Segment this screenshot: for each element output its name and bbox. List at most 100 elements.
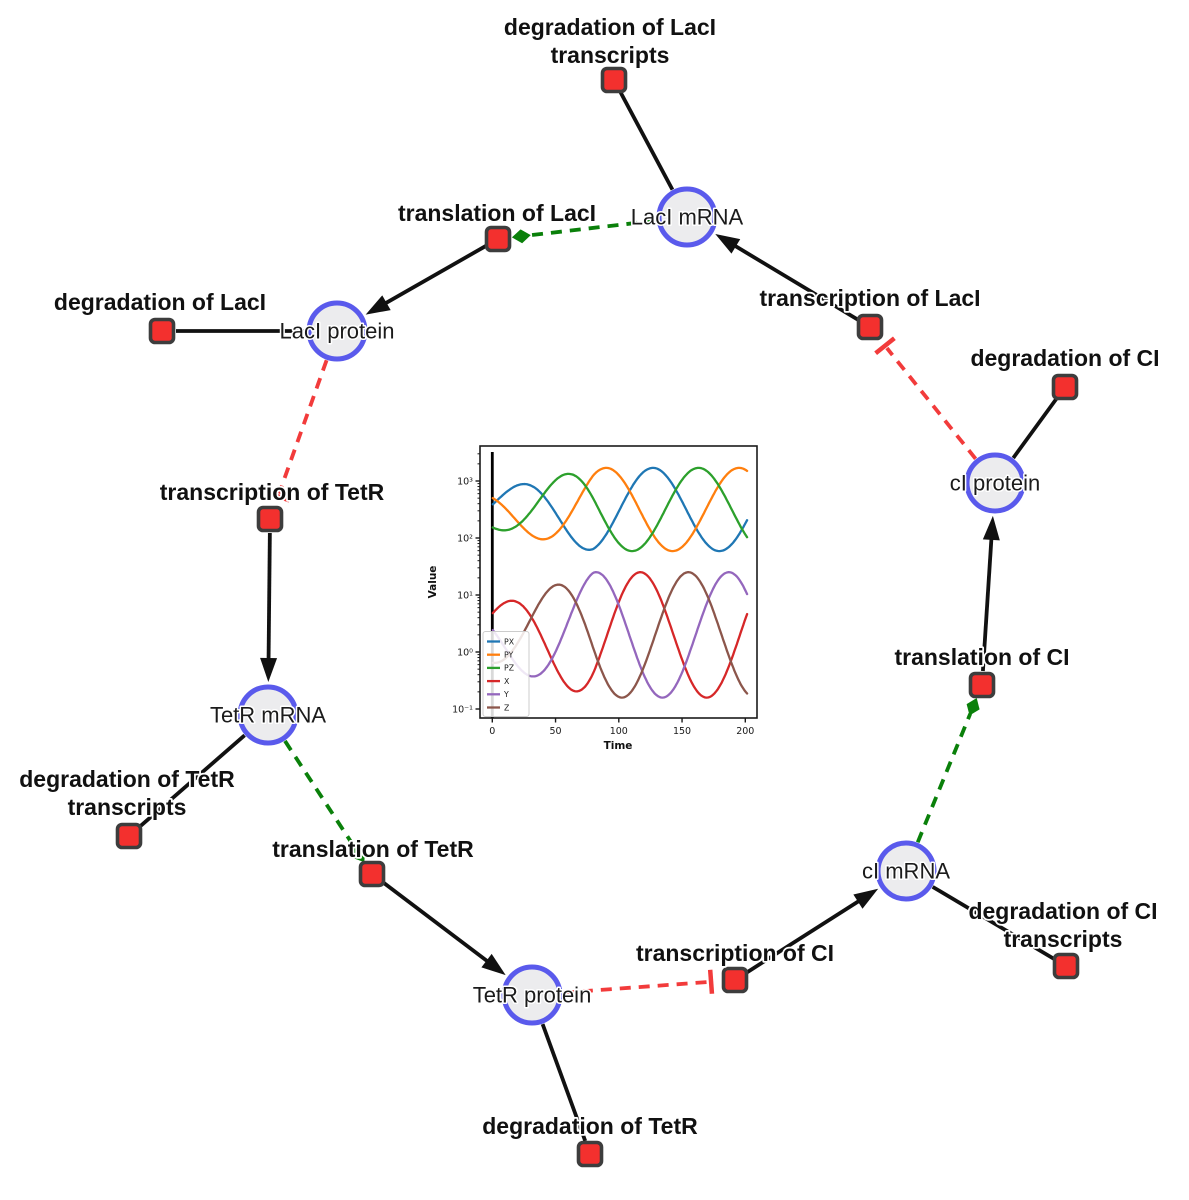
series-line-Z bbox=[491, 571, 749, 699]
edge-inhibition-laci-protein-to-transcription-tetr-line bbox=[277, 359, 329, 495]
x-tick-label: 0 bbox=[489, 726, 495, 737]
edge-production-translation-tetr-to-tetr-protein bbox=[382, 880, 506, 976]
edge-inhibition-laci-protein-to-transcription-tetr bbox=[265, 359, 329, 503]
edge-modifier-ci-mrna-to-translation-ci bbox=[915, 697, 980, 844]
edge-modifier-laci-mrna-to-translation-laci bbox=[511, 218, 657, 244]
reaction-node-degradation-ci-transcripts[interactable] bbox=[1052, 952, 1080, 980]
series-line-X bbox=[491, 571, 749, 699]
reaction-label-transcription-ci: transcription of CI bbox=[636, 940, 834, 966]
reaction-label-degradation-ci-transcripts: transcripts bbox=[1004, 926, 1123, 952]
edge-consumption-tetr-protein-to-degradation-tetr-line bbox=[540, 1023, 587, 1142]
reaction-node-transcription-tetr[interactable] bbox=[256, 505, 284, 533]
edge-consumption-laci-mrna-to-degradation-laci-transcripts-line bbox=[618, 91, 675, 191]
edge-production-translation-ci-to-ci-protein bbox=[981, 515, 1000, 672]
series-line-PX bbox=[491, 466, 749, 553]
species-node-laci-mrna[interactable] bbox=[656, 186, 718, 248]
reaction-label-degradation-tetr-transcripts: degradation of TetR bbox=[19, 766, 235, 792]
arrowhead-icon bbox=[260, 657, 278, 683]
diamond-arrowhead-icon bbox=[511, 229, 531, 244]
edge-inhibition-tetr-protein-to-transcription-ci bbox=[562, 969, 715, 995]
reaction-node-degradation-laci[interactable] bbox=[148, 317, 176, 345]
reaction-label-translation-laci: translation of LacI bbox=[398, 200, 596, 226]
reaction-label-degradation-laci-transcripts: transcripts bbox=[551, 42, 670, 68]
y-tick-label: 10⁰ bbox=[457, 647, 473, 658]
reaction-label-transcription-laci: transcription of LacI bbox=[759, 285, 980, 311]
edge-modifier-ci-mrna-to-translation-ci-line bbox=[915, 712, 973, 844]
series-line-PY bbox=[491, 466, 749, 553]
edge-production-transcription-ci-to-ci-mrna-line bbox=[745, 897, 863, 975]
edge-production-transcription-ci-to-ci-mrna bbox=[745, 888, 879, 975]
x-tick-label: 200 bbox=[736, 726, 754, 737]
edge-consumption-ci-protein-to-degradation-ci bbox=[1011, 397, 1059, 460]
arrowhead-icon bbox=[365, 295, 391, 315]
series-line-Y bbox=[491, 571, 749, 699]
diamond-arrowhead-icon bbox=[353, 846, 365, 863]
reaction-label-degradation-ci: degradation of CI bbox=[970, 345, 1159, 371]
reaction-label-degradation-tetr: degradation of TetR bbox=[482, 1113, 698, 1139]
x-tick-label: 150 bbox=[673, 726, 691, 737]
reaction-node-transcription-laci[interactable] bbox=[856, 313, 884, 341]
reaction-node-degradation-laci-transcripts[interactable] bbox=[600, 66, 628, 94]
edge-consumption-laci-mrna-to-degradation-laci-transcripts bbox=[618, 91, 675, 191]
species-node-ci-protein[interactable] bbox=[964, 452, 1026, 514]
x-tick-label: 100 bbox=[610, 726, 628, 737]
tee-inhibitor-icon bbox=[265, 490, 291, 503]
edge-inhibition-ci-protein-to-transcription-laci-line bbox=[885, 346, 978, 460]
y-tick-label: 10³ bbox=[457, 476, 473, 487]
tee-inhibitor-icon bbox=[874, 336, 896, 355]
edge-consumption-ci-protein-to-degradation-ci-line bbox=[1011, 397, 1059, 460]
edge-consumption-tetr-mrna-to-degradation-tetr-transcripts bbox=[138, 733, 246, 829]
y-axis-label: Value bbox=[427, 566, 439, 599]
edge-modifier-laci-mrna-to-translation-laci-line bbox=[528, 218, 657, 238]
reaction-label-degradation-tetr-transcripts: transcripts bbox=[68, 794, 187, 820]
reaction-node-transcription-ci[interactable] bbox=[721, 966, 749, 994]
reaction-node-translation-ci[interactable] bbox=[968, 671, 996, 699]
legend-label-Y: Y bbox=[503, 690, 509, 699]
arrowhead-icon bbox=[853, 888, 879, 909]
arrowhead-icon bbox=[982, 515, 1000, 541]
reaction-label-degradation-laci-transcripts: degradation of LacI bbox=[504, 14, 716, 40]
reaction-node-degradation-tetr[interactable] bbox=[576, 1140, 604, 1168]
reaction-node-translation-laci[interactable] bbox=[484, 225, 512, 253]
reaction-label-translation-tetr: translation of TetR bbox=[272, 836, 474, 862]
x-axis-label: Time bbox=[604, 740, 633, 752]
reaction-node-translation-tetr[interactable] bbox=[358, 860, 386, 888]
labels-layer: transcription of LacI translation of LacI… bbox=[17, 12, 1161, 1141]
arrowhead-icon bbox=[481, 953, 506, 976]
reaction-label-degradation-laci: degradation of LacI bbox=[54, 289, 266, 315]
edge-production-transcription-tetr-to-tetr-mrna bbox=[260, 532, 278, 683]
edge-production-translation-laci-to-laci-protein-line bbox=[382, 244, 487, 307]
edge-production-transcription-laci-to-laci-mrna-line bbox=[731, 242, 859, 322]
edge-modifier-tetr-mrna-to-translation-tetr-line bbox=[283, 739, 357, 850]
reaction-node-degradation-tetr-transcripts[interactable] bbox=[115, 822, 143, 850]
edge-production-transcription-tetr-to-tetr-mrna-line bbox=[266, 532, 272, 663]
species-label-tetr-mrna: TetR mRNA bbox=[210, 703, 326, 728]
chart-legend: PX PY PZ XYZ bbox=[482, 631, 530, 717]
species-node-tetr-mrna[interactable] bbox=[237, 684, 299, 746]
legend-label-Z: Z bbox=[504, 703, 509, 712]
edge-production-translation-tetr-to-tetr-protein-line bbox=[382, 880, 491, 965]
species-node-tetr-protein[interactable] bbox=[501, 964, 563, 1026]
edge-inhibition-ci-protein-to-transcription-laci bbox=[874, 336, 978, 460]
species-node-ci-mrna[interactable] bbox=[875, 840, 937, 902]
y-tick-label: 10¹ bbox=[457, 590, 473, 601]
edge-production-transcription-laci-to-laci-mrna bbox=[715, 234, 859, 322]
edge-consumption-ci-mrna-to-degradation-ci-transcripts bbox=[931, 885, 1055, 961]
species-label-ci-protein: cI protein bbox=[950, 471, 1041, 496]
legend-label-X: X bbox=[504, 677, 510, 686]
legend-label-PX: PX bbox=[504, 637, 515, 646]
tee-inhibitor-icon bbox=[707, 969, 715, 994]
edge-production-translation-laci-to-laci-protein bbox=[365, 244, 487, 315]
edge-production-translation-ci-to-ci-protein-line bbox=[981, 535, 994, 672]
species-label-laci-protein: LacI protein bbox=[280, 319, 395, 344]
edge-consumption-tetr-protein-to-degradation-tetr bbox=[540, 1023, 587, 1142]
species-label-laci-mrna: LacI mRNA bbox=[631, 205, 744, 230]
reaction-node-degradation-ci[interactable] bbox=[1051, 373, 1079, 401]
series-line-PZ bbox=[491, 466, 749, 553]
edge-consumption-tetr-mrna-to-degradation-tetr-transcripts-line bbox=[138, 733, 246, 829]
edge-inhibition-tetr-protein-to-transcription-ci-line bbox=[562, 980, 709, 995]
species-node-laci-protein[interactable] bbox=[306, 300, 368, 362]
diamond-arrowhead-icon bbox=[966, 697, 980, 716]
